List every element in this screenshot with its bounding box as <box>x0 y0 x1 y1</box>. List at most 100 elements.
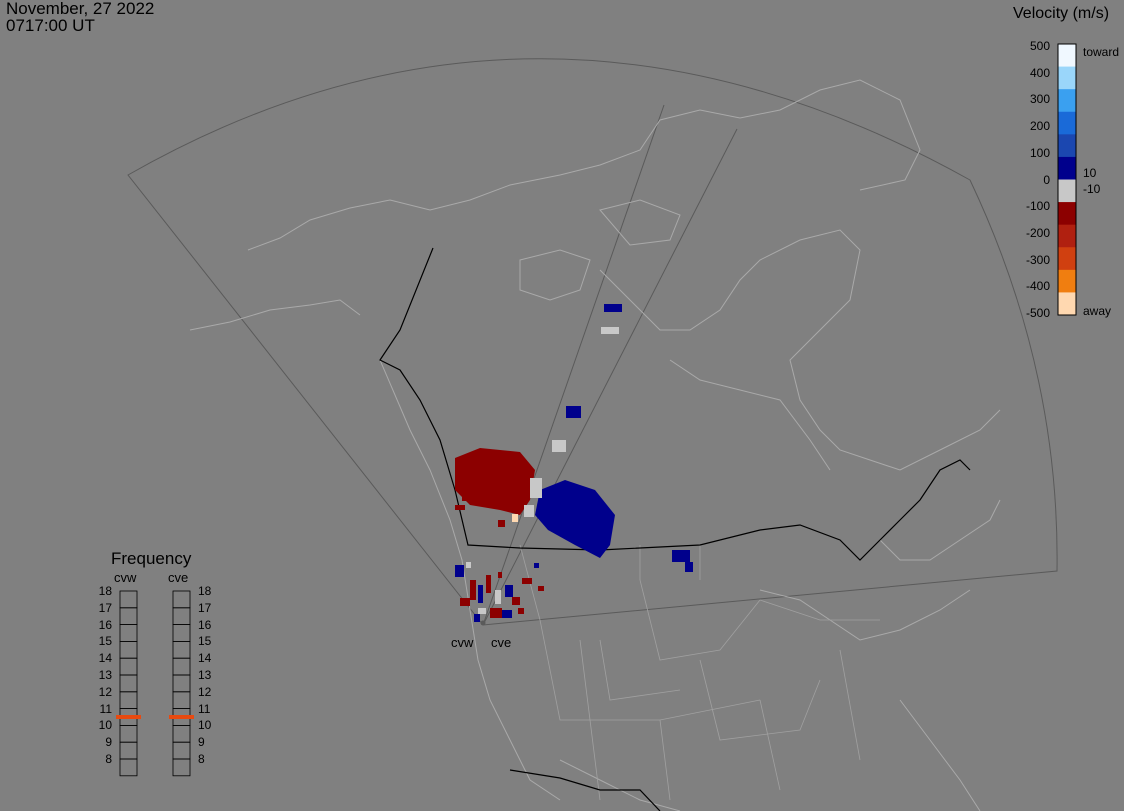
frequency-tick-left: 10 <box>98 718 112 733</box>
colorbar-segment <box>1058 89 1076 113</box>
state-borders <box>519 544 880 801</box>
frequency-cell <box>119 758 138 777</box>
colorbar-tick-label: -100 <box>1025 199 1050 214</box>
frequency-tick-right: 15 <box>198 634 212 649</box>
velocity-cell <box>474 614 480 622</box>
colorbar-toward-label: toward <box>1083 45 1120 59</box>
frequency-tick-left: 17 <box>98 600 112 615</box>
radar-beam-edge <box>482 128 738 626</box>
frequency-indicator <box>169 715 194 719</box>
velocity-cells-toward <box>535 480 615 558</box>
colorbar-tick-label: 500 <box>1029 39 1050 53</box>
velocity-cell <box>601 327 619 334</box>
frequency-tick-right: 14 <box>198 651 212 666</box>
frequency-tick-left: 13 <box>98 668 112 682</box>
radar-site-marker <box>480 620 486 626</box>
radar-beam-edge <box>482 104 665 626</box>
velocity-cell <box>566 406 581 418</box>
frequency-tick-left: 8 <box>105 752 112 766</box>
velocity-cell <box>455 565 464 577</box>
colorbar-segment <box>1058 179 1076 203</box>
colorbar-segment <box>1058 111 1076 135</box>
radar-field-of-view <box>127 58 1058 626</box>
velocity-cell <box>470 580 476 600</box>
frequency-cell <box>172 691 191 709</box>
frequency-tick-right: 12 <box>198 684 212 699</box>
colorbar-segment <box>1058 202 1076 226</box>
velocity-colorbar <box>1057 43 1077 316</box>
frequency-panel <box>116 590 194 777</box>
frequency-tick-left: 18 <box>98 584 112 598</box>
velocity-cell <box>466 562 471 568</box>
frequency-cell <box>119 674 138 693</box>
frequency-tick-right: 10 <box>198 718 212 733</box>
velocity-cell <box>505 585 513 597</box>
colorbar-segment <box>1058 134 1076 158</box>
frequency-cell <box>119 590 138 609</box>
velocity-cell <box>462 495 470 501</box>
velocity-cell <box>538 586 544 591</box>
frequency-title: Frequency <box>111 549 192 568</box>
frequency-cell <box>119 624 138 642</box>
colorbar-segment <box>1058 224 1076 248</box>
frequency-cell <box>172 607 191 625</box>
frequency-tick-left: 9 <box>105 735 112 750</box>
velocity-cell <box>552 440 566 452</box>
colorbar-tick-label: -300 <box>1025 252 1050 267</box>
radar-label-cvw: cvw <box>451 635 474 650</box>
frequency-tick-left: 14 <box>98 651 112 666</box>
radar-label-cve: cve <box>491 635 512 650</box>
colorbar-tick-label: 300 <box>1029 92 1050 107</box>
national-borders <box>379 247 971 811</box>
colorbar-tick-label: -400 <box>1025 279 1050 294</box>
velocity-cell <box>478 608 486 614</box>
velocity-cells-away <box>455 448 535 515</box>
velocity-cell <box>478 585 483 603</box>
colorbar-segment <box>1058 269 1076 293</box>
velocity-cell <box>460 598 470 606</box>
colorbar-segment <box>1058 156 1076 180</box>
colorbar-segment <box>1058 44 1076 68</box>
colorbar-segment <box>1058 66 1076 90</box>
frequency-tick-right: 8 <box>198 752 205 766</box>
colorbar-away-label: away <box>1083 304 1112 318</box>
frequency-cell <box>172 674 191 693</box>
velocity-cell <box>530 478 542 498</box>
velocity-cell <box>512 597 520 605</box>
colorbar-frame <box>1057 43 1077 316</box>
velocity-cell <box>495 590 501 604</box>
colorbar-segment <box>1058 292 1076 316</box>
velocity-cell <box>524 505 534 517</box>
colorbar-segment <box>1058 247 1076 271</box>
frequency-cell <box>119 657 138 676</box>
frequency-cell <box>172 657 191 676</box>
frequency-indicator <box>116 715 141 719</box>
frequency-cell <box>172 590 191 609</box>
frequency-tick-right: 13 <box>198 668 212 682</box>
coastlines <box>189 79 1001 811</box>
colorbar-tick-label: -200 <box>1025 225 1050 240</box>
colorbar-tick-label: 400 <box>1029 65 1050 80</box>
velocity-cell <box>498 520 505 527</box>
velocity-cell <box>498 572 502 578</box>
frequency-cell <box>119 725 138 743</box>
colorbar-tick-label: 200 <box>1029 119 1050 134</box>
colorbar-pos-threshold: 10 <box>1083 166 1097 180</box>
frequency-tick-left: 12 <box>98 684 112 699</box>
velocity-cell <box>672 550 690 562</box>
velocity-cell <box>502 610 512 618</box>
colorbar-tick-label: -500 <box>1025 306 1050 320</box>
frequency-tick-right: 11 <box>198 701 211 716</box>
frequency-cell <box>172 725 191 743</box>
frequency-radar-label-cvw: cvw <box>114 570 137 585</box>
frequency-tick-right: 17 <box>198 600 212 615</box>
frequency-cell <box>172 741 191 760</box>
frequency-tick-left: 16 <box>98 617 112 632</box>
frequency-cell <box>119 691 138 709</box>
colorbar-neg-threshold: -10 <box>1083 182 1101 196</box>
velocity-cell <box>518 608 524 614</box>
colorbar-title: Velocity (m/s) <box>1013 5 1110 22</box>
frequency-cell <box>119 641 138 659</box>
frequency-cell <box>119 741 138 760</box>
